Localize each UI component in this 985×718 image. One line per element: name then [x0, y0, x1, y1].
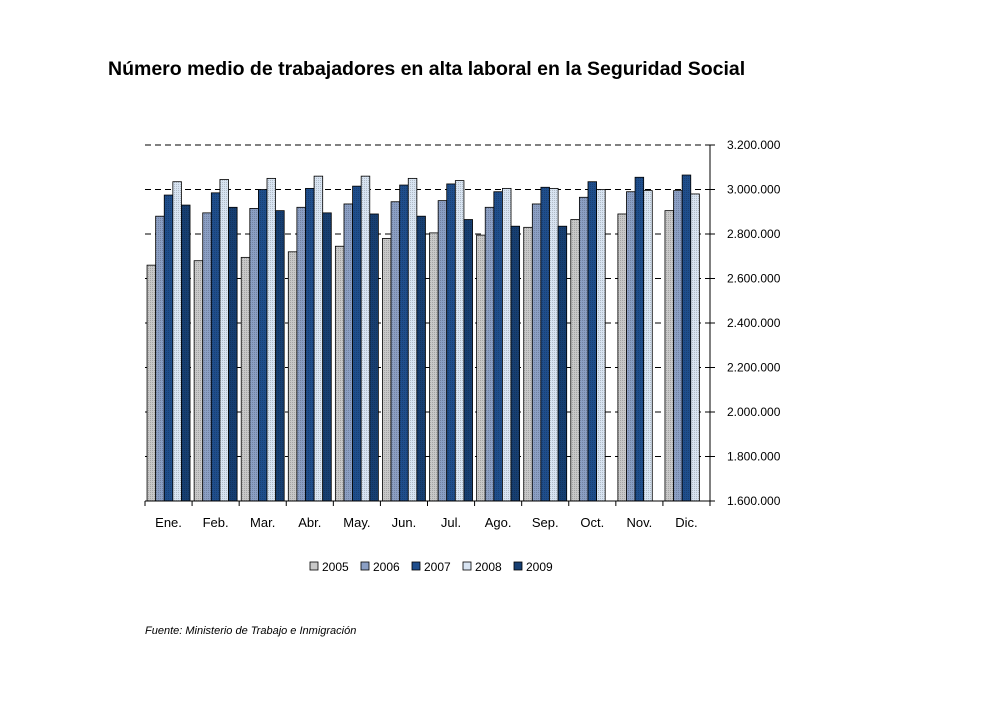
bar-texture: [463, 219, 473, 501]
x-tick-label: May.: [343, 515, 370, 530]
y-tick-label: 3.200.000: [727, 138, 781, 152]
bar-texture: [502, 188, 512, 501]
x-tick-label: Abr.: [298, 515, 321, 530]
bar-texture: [673, 190, 683, 502]
bar-texture: [664, 210, 674, 501]
chart-title: Número medio de trabajadores en alta lab…: [108, 58, 746, 80]
bar-texture: [455, 180, 464, 501]
bar-texture: [147, 265, 156, 501]
bar-texture: [164, 195, 173, 501]
x-tick-label: Ago.: [485, 515, 512, 530]
bar-texture: [352, 186, 362, 501]
bar-texture: [626, 191, 636, 501]
source-note: Fuente: Ministerio de Trabajo e Inmigrac…: [145, 625, 357, 637]
bar-texture: [635, 177, 644, 501]
bar-texture: [241, 257, 250, 501]
x-tick-label: Ene.: [155, 515, 182, 530]
legend-swatch-2005: [309, 561, 319, 571]
x-tick-label: Dic.: [675, 515, 697, 530]
bar-texture: [382, 238, 392, 501]
bar-texture: [322, 212, 332, 502]
bar-texture: [219, 179, 229, 502]
bar-texture: [194, 260, 203, 501]
bar-texture: [558, 226, 567, 501]
y-tick-label: 1.800.000: [727, 450, 781, 464]
bar-texture: [343, 203, 353, 501]
x-tick-label: Sep.: [532, 515, 559, 530]
legend-label-2005: 2005: [322, 560, 349, 574]
y-tick-label: 2.800.000: [727, 227, 781, 241]
bar-texture: [570, 219, 580, 501]
bar-texture: [643, 190, 653, 502]
bar-texture: [211, 192, 220, 501]
bar-texture: [172, 181, 182, 501]
bar-texture: [540, 187, 550, 501]
legend: 2005 2006 2007 2008 2009: [309, 560, 553, 574]
bar-texture: [314, 176, 323, 501]
bar-texture: [335, 246, 344, 501]
bar-texture: [446, 183, 456, 501]
y-tick-label: 2.400.000: [727, 316, 781, 330]
bar-texture: [485, 207, 494, 502]
bar-texture: [511, 226, 520, 501]
x-tick-label: Oct.: [580, 515, 604, 530]
bar-texture: [493, 191, 503, 501]
x-tick-label: Jul.: [441, 515, 461, 530]
bar-texture: [361, 176, 370, 501]
bar-texture: [391, 201, 400, 502]
bar-texture: [408, 178, 417, 501]
bar-texture: [690, 193, 700, 501]
bar-texture: [275, 210, 285, 501]
bar-texture: [288, 251, 297, 501]
bar-texture: [369, 213, 379, 501]
bar-texture: [523, 227, 533, 501]
bar-texture: [249, 208, 259, 501]
x-tick-label: Jun.: [392, 515, 417, 530]
bars: [146, 174, 700, 502]
legend-label-2006: 2006: [373, 560, 400, 574]
bar-texture: [579, 197, 588, 501]
legend-label-2007: 2007: [424, 560, 451, 574]
legend-swatch-2007: [411, 561, 421, 571]
x-tick-label: Nov.: [626, 515, 652, 530]
bar-texture: [202, 212, 212, 502]
legend-label-2009: 2009: [526, 560, 553, 574]
legend-swatch-2008: [462, 561, 472, 571]
legend-swatch-2009: [513, 561, 523, 571]
bar-texture: [587, 181, 597, 501]
bar-texture: [399, 185, 409, 502]
legend-label-2008: 2008: [475, 560, 502, 574]
gridlines: [145, 144, 710, 457]
bar-texture: [228, 207, 238, 502]
y-tick-labels: 1.600.000 1.800.000 2.000.000 2.200.000 2.40…: [727, 138, 781, 508]
bar-texture: [181, 205, 191, 501]
x-tick-label: Mar.: [250, 515, 275, 530]
y-tick-label: 2.000.000: [727, 405, 781, 419]
bar-texture: [258, 189, 268, 501]
bar-texture: [305, 188, 315, 501]
bar-texture: [532, 203, 541, 501]
bar-texture: [617, 213, 627, 501]
bar-texture: [596, 189, 606, 501]
bar-texture: [549, 188, 559, 501]
axes: [144, 144, 715, 506]
bar-texture: [416, 216, 426, 501]
bar-texture: [296, 207, 306, 502]
bar-texture: [438, 200, 447, 501]
bar-texture: [155, 216, 165, 501]
bar-texture: [476, 235, 486, 502]
y-tick-label: 1.600.000: [727, 494, 781, 508]
x-tick-labels: Ene. Feb. Mar. Abr. May. Jun. Jul. Ago. Sep. Oct.…: [155, 515, 697, 530]
legend-swatch-2006: [360, 561, 370, 571]
y-tick-label: 3.000.000: [727, 183, 781, 197]
y-tick-label: 2.200.000: [727, 361, 781, 375]
x-tick-label: Feb.: [203, 515, 229, 530]
y-tick-label: 2.600.000: [727, 272, 781, 286]
bar-texture: [267, 178, 276, 501]
bar-texture: [682, 175, 691, 501]
bar-texture: [429, 232, 439, 501]
